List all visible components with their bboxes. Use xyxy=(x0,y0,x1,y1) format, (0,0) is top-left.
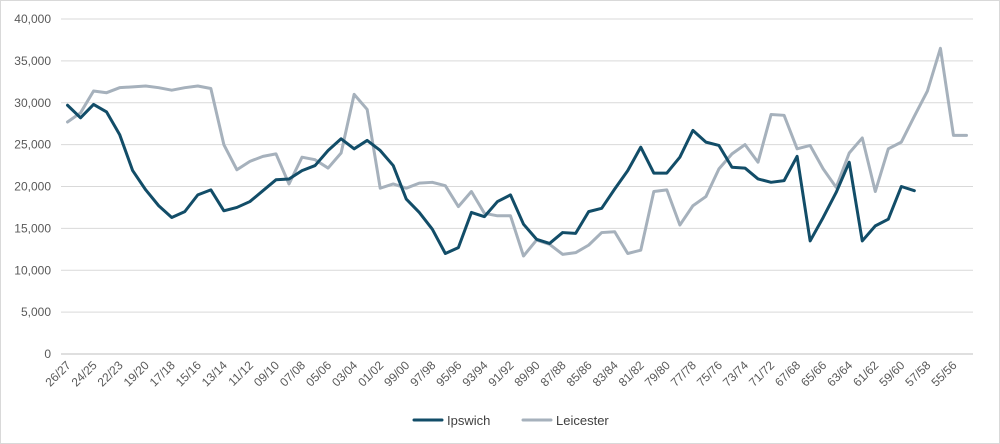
y-tick-label: 40,000 xyxy=(14,12,51,26)
legend: Ipswich Leicester xyxy=(412,413,609,428)
legend-label-ipswich: Ipswich xyxy=(447,413,490,428)
y-tick-label: 20,000 xyxy=(14,180,51,194)
x-tick-label: 57/58 xyxy=(902,358,933,389)
x-tick-label: 03/04 xyxy=(329,358,360,389)
y-tick-label: 10,000 xyxy=(14,263,51,277)
x-tick-label: 05/06 xyxy=(303,358,334,389)
y-tick-label: 5,000 xyxy=(21,305,51,319)
y-tick-label: 0 xyxy=(44,347,51,361)
x-tick-label: 17/18 xyxy=(147,358,178,389)
x-tick-label: 97/98 xyxy=(407,358,438,389)
x-tick-label: 91/92 xyxy=(485,358,516,389)
x-tick-label: 87/88 xyxy=(538,358,569,389)
x-tick-label: 61/62 xyxy=(850,358,881,389)
x-tick-label: 01/02 xyxy=(355,358,386,389)
x-tick-label: 26/27 xyxy=(43,358,74,389)
x-tick-label: 81/82 xyxy=(616,358,647,389)
x-tick-label: 22/23 xyxy=(95,358,126,389)
x-tick-label: 63/64 xyxy=(824,358,855,389)
x-tick-label: 09/10 xyxy=(251,358,282,389)
series-line-leicester xyxy=(66,46,968,258)
x-tick-label: 75/76 xyxy=(694,358,725,389)
x-tick-label: 13/14 xyxy=(199,358,230,389)
x-axis: 26/2724/2522/2319/2017/1815/1613/1411/12… xyxy=(43,358,960,389)
x-tick-label: 24/25 xyxy=(69,358,100,389)
x-tick-label: 95/96 xyxy=(433,358,464,389)
series-lines xyxy=(66,46,968,258)
x-tick-label: 73/74 xyxy=(720,358,751,389)
x-tick-label: 55/56 xyxy=(928,358,959,389)
y-axis: 0 5,000 10,000 15,000 20,000 25,000 30,000 35,0… xyxy=(14,12,51,361)
x-tick-label: 83/84 xyxy=(590,358,621,389)
x-tick-label: 93/94 xyxy=(459,358,490,389)
legend-label-leicester: Leicester xyxy=(556,413,609,428)
x-tick-label: 99/00 xyxy=(381,358,412,389)
x-tick-label: 89/90 xyxy=(512,358,543,389)
x-tick-label: 07/08 xyxy=(277,358,308,389)
x-tick-label: 79/80 xyxy=(642,358,673,389)
x-tick-label: 77/78 xyxy=(668,358,699,389)
x-tick-label: 65/66 xyxy=(798,358,829,389)
y-tick-label: 30,000 xyxy=(14,96,51,110)
x-tick-label: 67/68 xyxy=(772,358,803,389)
y-tick-label: 15,000 xyxy=(14,221,51,235)
series-line-ipswich xyxy=(66,102,916,255)
x-tick-label: 11/12 xyxy=(226,358,257,389)
x-tick-label: 85/86 xyxy=(564,358,595,389)
x-tick-label: 15/16 xyxy=(173,358,204,389)
y-tick-label: 35,000 xyxy=(14,54,51,68)
x-tick-label: 19/20 xyxy=(121,358,152,389)
y-tick-label: 25,000 xyxy=(14,138,51,152)
x-tick-label: 71/72 xyxy=(746,358,777,389)
x-tick-label: 59/60 xyxy=(876,358,907,389)
